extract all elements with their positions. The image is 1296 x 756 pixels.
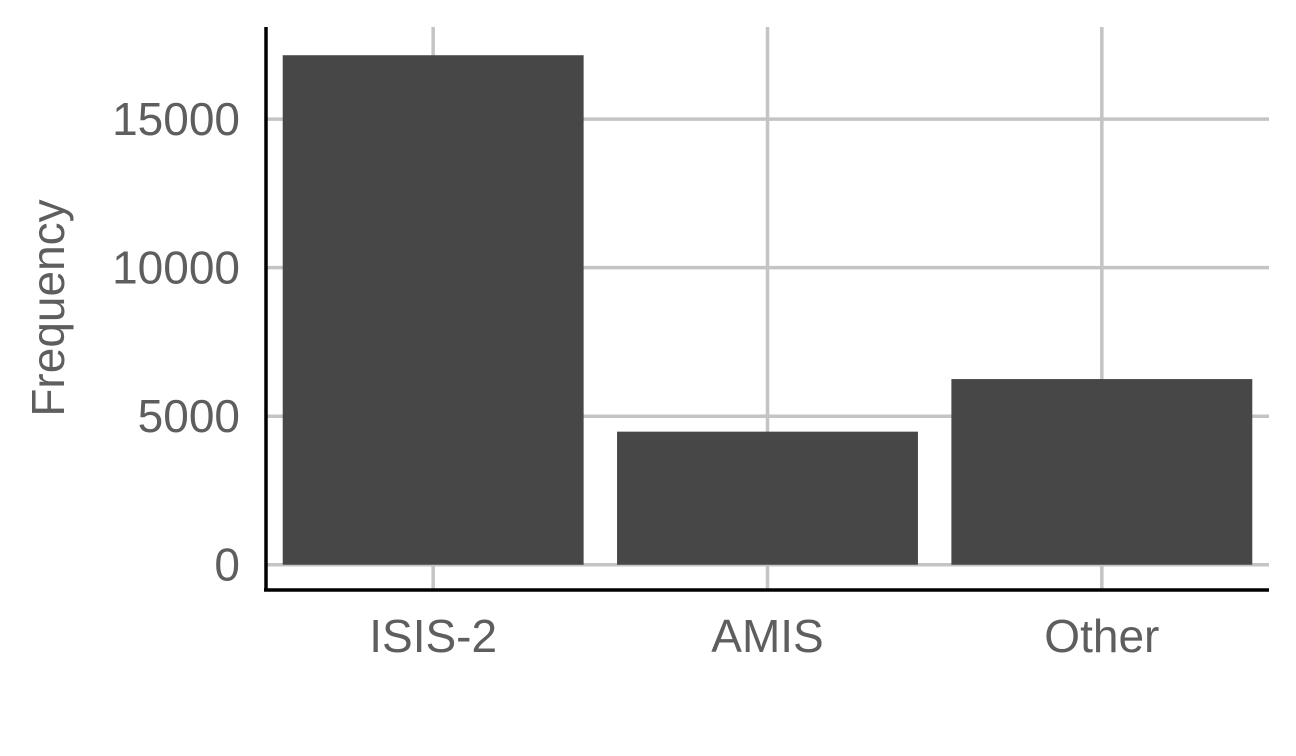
- x-tick-label: AMIS: [711, 610, 823, 662]
- bar: [951, 379, 1253, 565]
- tick-label-layer: 0 5000 10000 15000 ISIS-2 AMIS Other: [112, 93, 1159, 662]
- y-tick-label: 0: [214, 539, 240, 591]
- bar-layer: [282, 55, 1253, 565]
- bar: [282, 55, 584, 565]
- x-tick-label: Other: [1044, 610, 1159, 662]
- x-tick-label: ISIS-2: [369, 610, 497, 662]
- y-tick-label: 15000: [112, 93, 240, 145]
- bar: [617, 431, 918, 565]
- axis-layer: [264, 27, 1269, 592]
- y-tick-label: 5000: [138, 390, 240, 442]
- y-axis-title: Frequency: [22, 199, 74, 416]
- y-tick-label: 10000: [112, 242, 240, 294]
